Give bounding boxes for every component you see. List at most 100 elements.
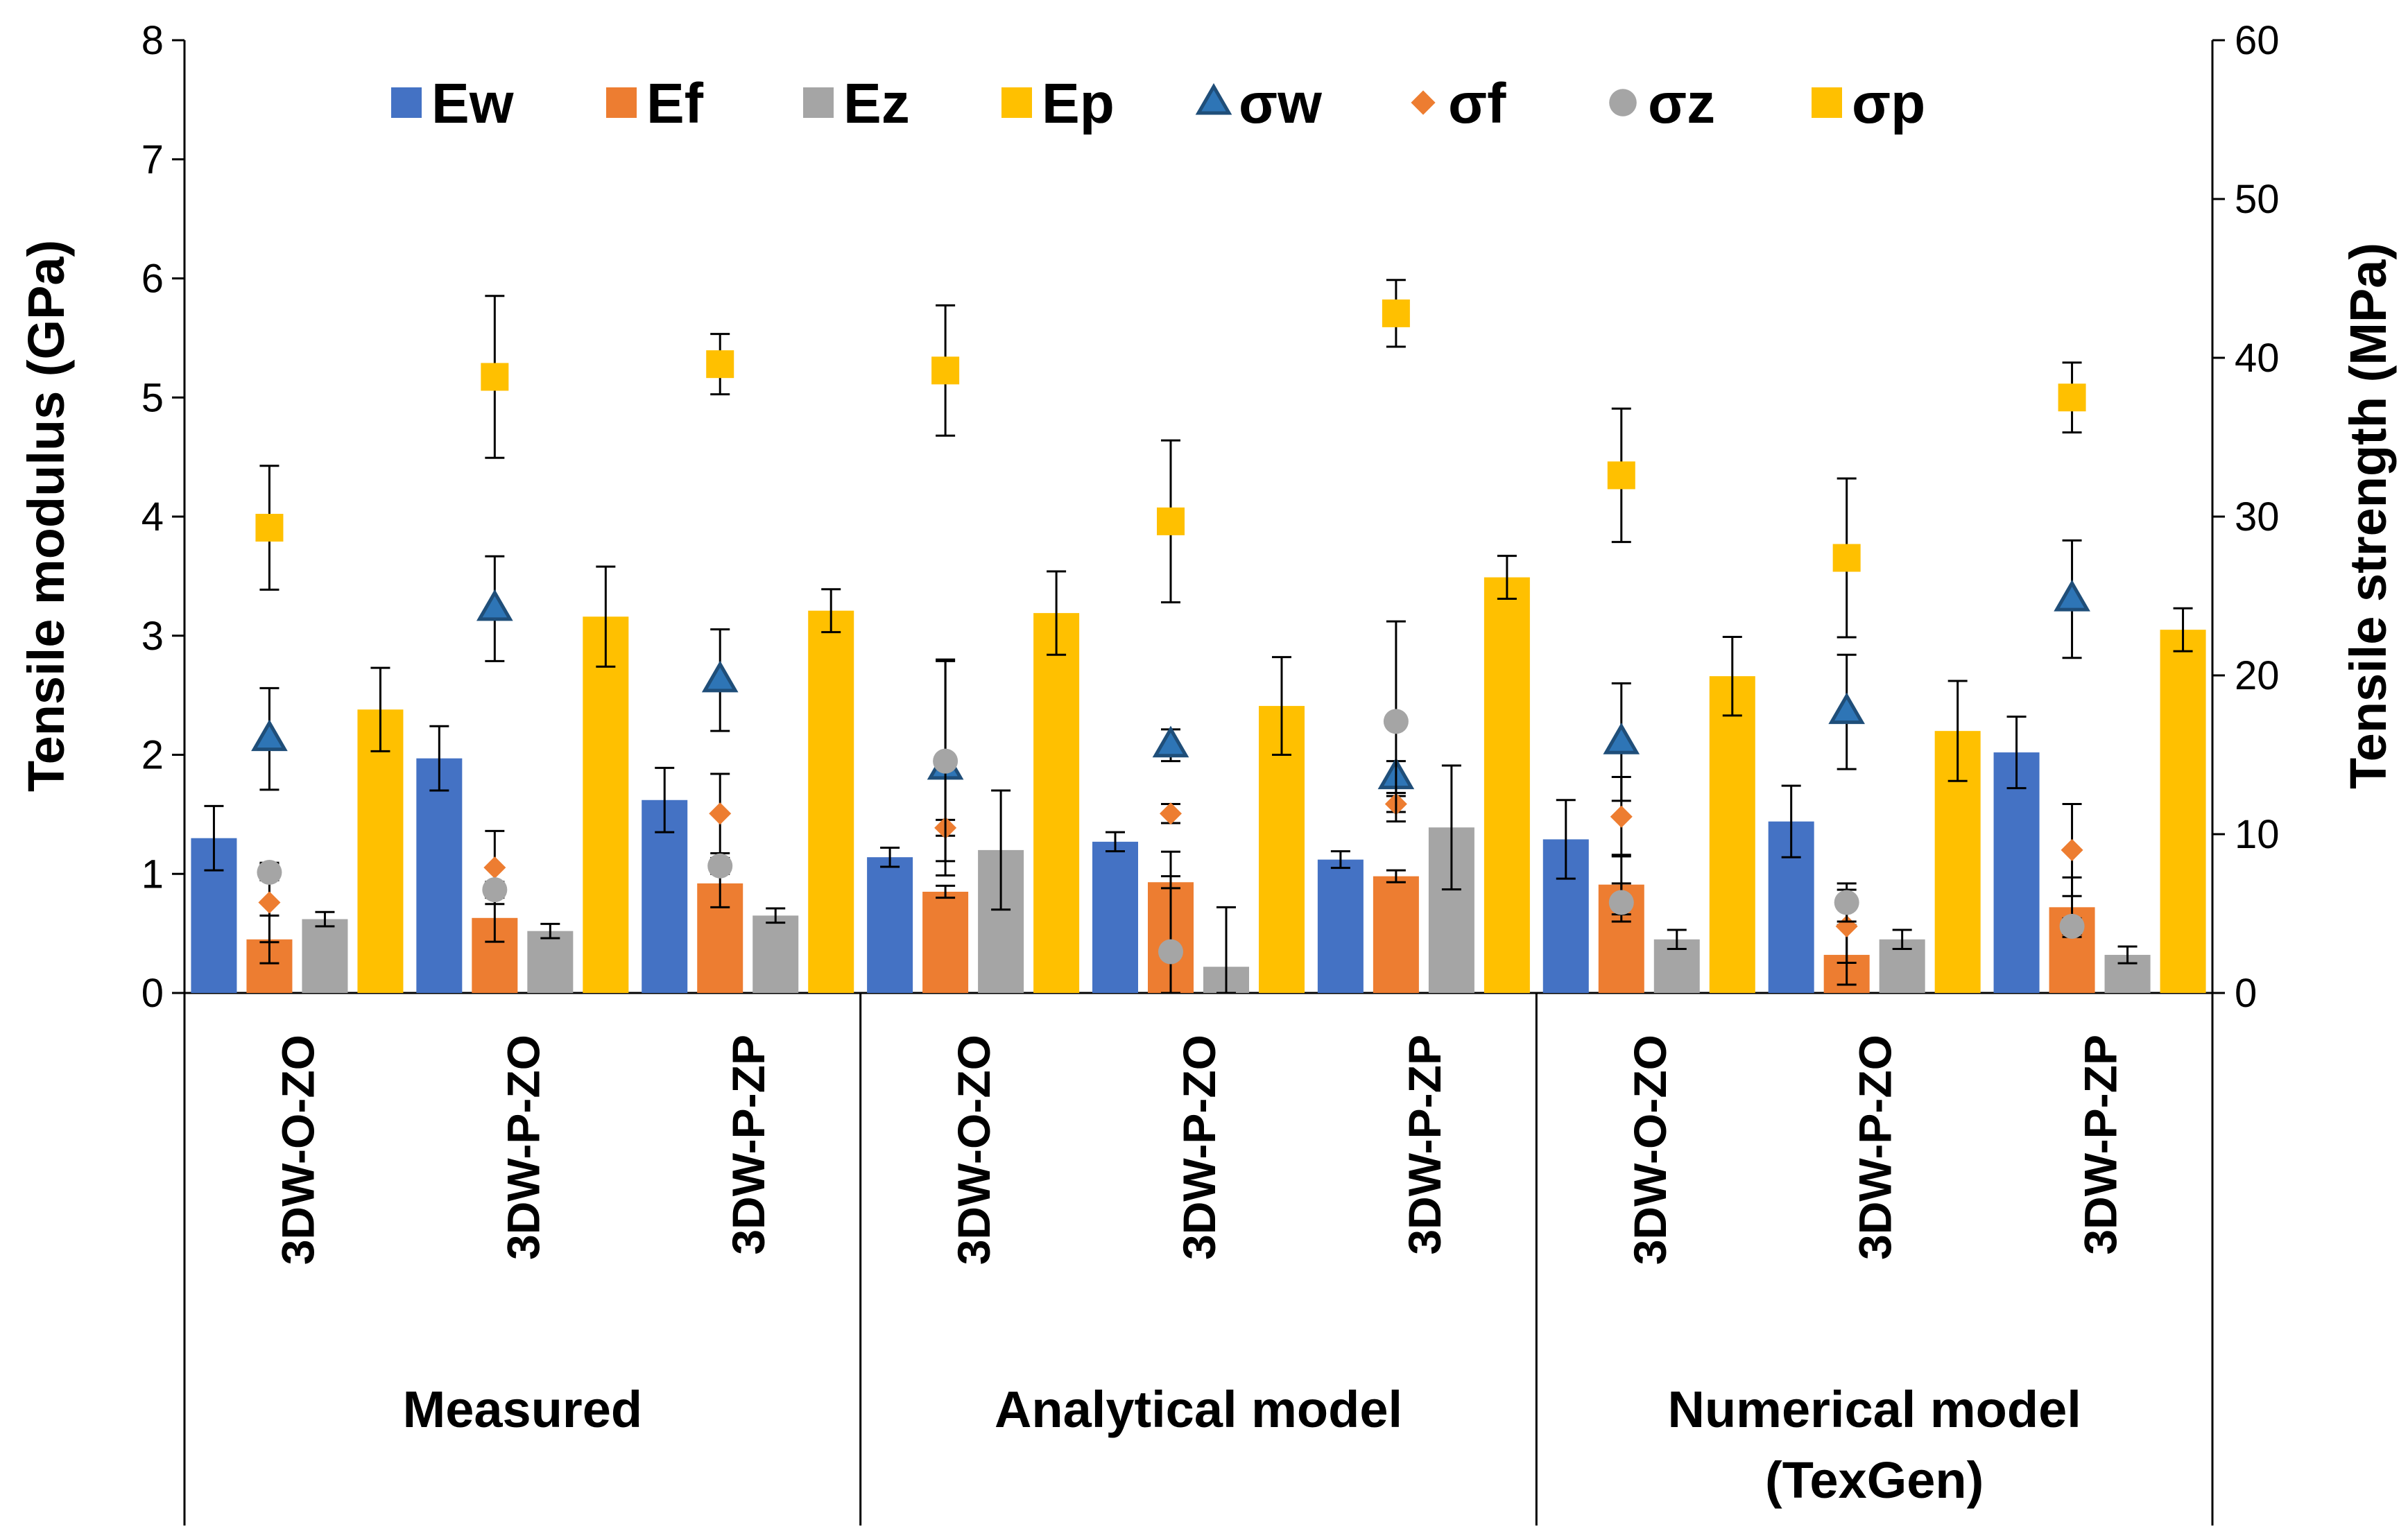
bar-Ep [583,616,629,993]
marker-σz [257,859,282,885]
y-left-tick-label: 6 [141,257,164,302]
category-label: 3DW-O-ZO [1624,1035,1676,1265]
axes-frame [172,39,2225,1526]
marker-σw [476,589,513,621]
y-right-tick-label: 0 [2235,971,2257,1016]
bar-Ew [1092,841,1138,993]
marker-σz [1608,890,1634,915]
marker-σz [1834,890,1859,915]
marker-σw [701,660,739,693]
bar-Ew [1317,859,1364,993]
y-right-tick-label: 60 [2235,18,2280,63]
group-label: Measured [403,1381,642,1438]
marker-σf [1610,805,1633,828]
bar-Ez [527,931,574,993]
legend-marker-σf [1411,90,1436,115]
axis-labels: 0 1 2 3 4 5 6 7 8 0 10 20 30 40 50 60 3DW-O-ZO 3DW-P-ZO 3D… [141,18,2280,1509]
legend-label-σf: σf [1448,72,1506,135]
bar-Ew [416,758,463,993]
category-label: 3DW-P-ZO [1850,1035,1901,1260]
legend-label-σp: σp [1852,72,1925,135]
marker-series-group [251,279,2090,994]
legend-label-σw: σw [1239,72,1322,135]
group-label-line2: (TexGen) [1765,1451,1984,1509]
y-left-tick-label: 1 [141,852,164,897]
y-left-tick-label: 0 [141,971,164,1016]
bar-Ep [1709,676,1755,993]
legend-label-Ef: Ef [646,72,704,135]
legend: Ew Ef Ez Ep σw σf σz σp [391,72,1925,135]
y-left-tick-label: 5 [141,375,164,420]
marker-σf [2061,838,2083,861]
bar-Ew [867,857,913,993]
category-label: 3DW-O-ZO [272,1035,323,1265]
category-label: 3DW-O-ZO [948,1035,999,1265]
y-left-tick-label: 2 [141,733,164,778]
y-left-tick-label: 8 [141,18,164,63]
legend-swatch-Ef [606,87,637,118]
category-label: 3DW-P-ZO [1173,1035,1225,1260]
bar-Ep [808,610,854,993]
y-right-tick-label: 50 [2235,177,2280,222]
bar-Ez [752,915,799,993]
category-label: 3DW-P-ZO [497,1035,549,1260]
y-axis-left-title: Tensile modulus (GPa) [17,240,75,792]
bar-Ep [2160,630,2206,993]
y-axis-right-title: Tensile strength (MPa) [2339,243,2397,789]
y-left-tick-label: 4 [141,494,164,539]
marker-σp [1157,507,1185,535]
marker-σf [709,802,732,825]
category-label: 3DW-P-ZP [1399,1035,1450,1255]
bar-series-group [191,555,2206,994]
legend-label-Ep: Ep [1042,72,1115,135]
marker-σw [251,719,288,752]
legend-label-Ez: Ez [843,72,910,135]
group-label: Analytical model [995,1381,1402,1438]
y-left-tick-label: 3 [141,614,164,659]
legend-swatch-Ew [391,87,422,118]
y-right-tick-label: 20 [2235,653,2280,698]
bar-Ew [1993,752,2040,993]
marker-σp [1607,461,1635,490]
bar-Ep [1484,577,1530,993]
marker-σz [707,853,733,879]
y-right-tick-label: 10 [2235,812,2280,857]
marker-σw [1603,723,1640,754]
marker-σz [482,877,508,903]
legend-swatch-Ez [803,87,834,118]
category-label: 3DW-P-ZP [723,1035,774,1255]
marker-σz [1158,939,1183,965]
y-right-tick-label: 30 [2235,494,2280,539]
marker-σp [2058,383,2086,412]
legend-label-Ew: Ew [431,72,514,135]
marker-σp [481,363,509,391]
marker-σw [1152,725,1189,758]
legend-marker-σz [1609,89,1637,116]
marker-σp [706,350,734,379]
marker-σz [2059,913,2085,939]
marker-σf [483,856,506,879]
marker-σp [931,356,960,385]
marker-σw [1828,692,1865,725]
y-left-tick-label: 7 [141,137,164,182]
marker-σp [255,514,284,542]
marker-σp [1382,299,1410,327]
marker-σw [2054,579,2090,612]
y-right-tick-label: 40 [2235,336,2280,381]
bar-Ep [1033,613,1080,993]
marker-σf [1160,802,1182,825]
bar-Ep [357,709,404,993]
marker-σz [1383,709,1409,734]
marker-σp [1832,544,1861,572]
legend-label-σz: σz [1648,72,1715,135]
legend-swatch-σp [1812,87,1842,118]
bar-Ef [1373,876,1419,993]
bar-Ef [922,892,969,993]
marker-σf [258,891,281,914]
bar-Ez [302,919,348,993]
category-label: 3DW-P-ZP [2075,1035,2126,1255]
group-label: Numerical model [1668,1381,2081,1438]
legend-marker-σw [1195,83,1232,115]
marker-σz [933,748,958,774]
